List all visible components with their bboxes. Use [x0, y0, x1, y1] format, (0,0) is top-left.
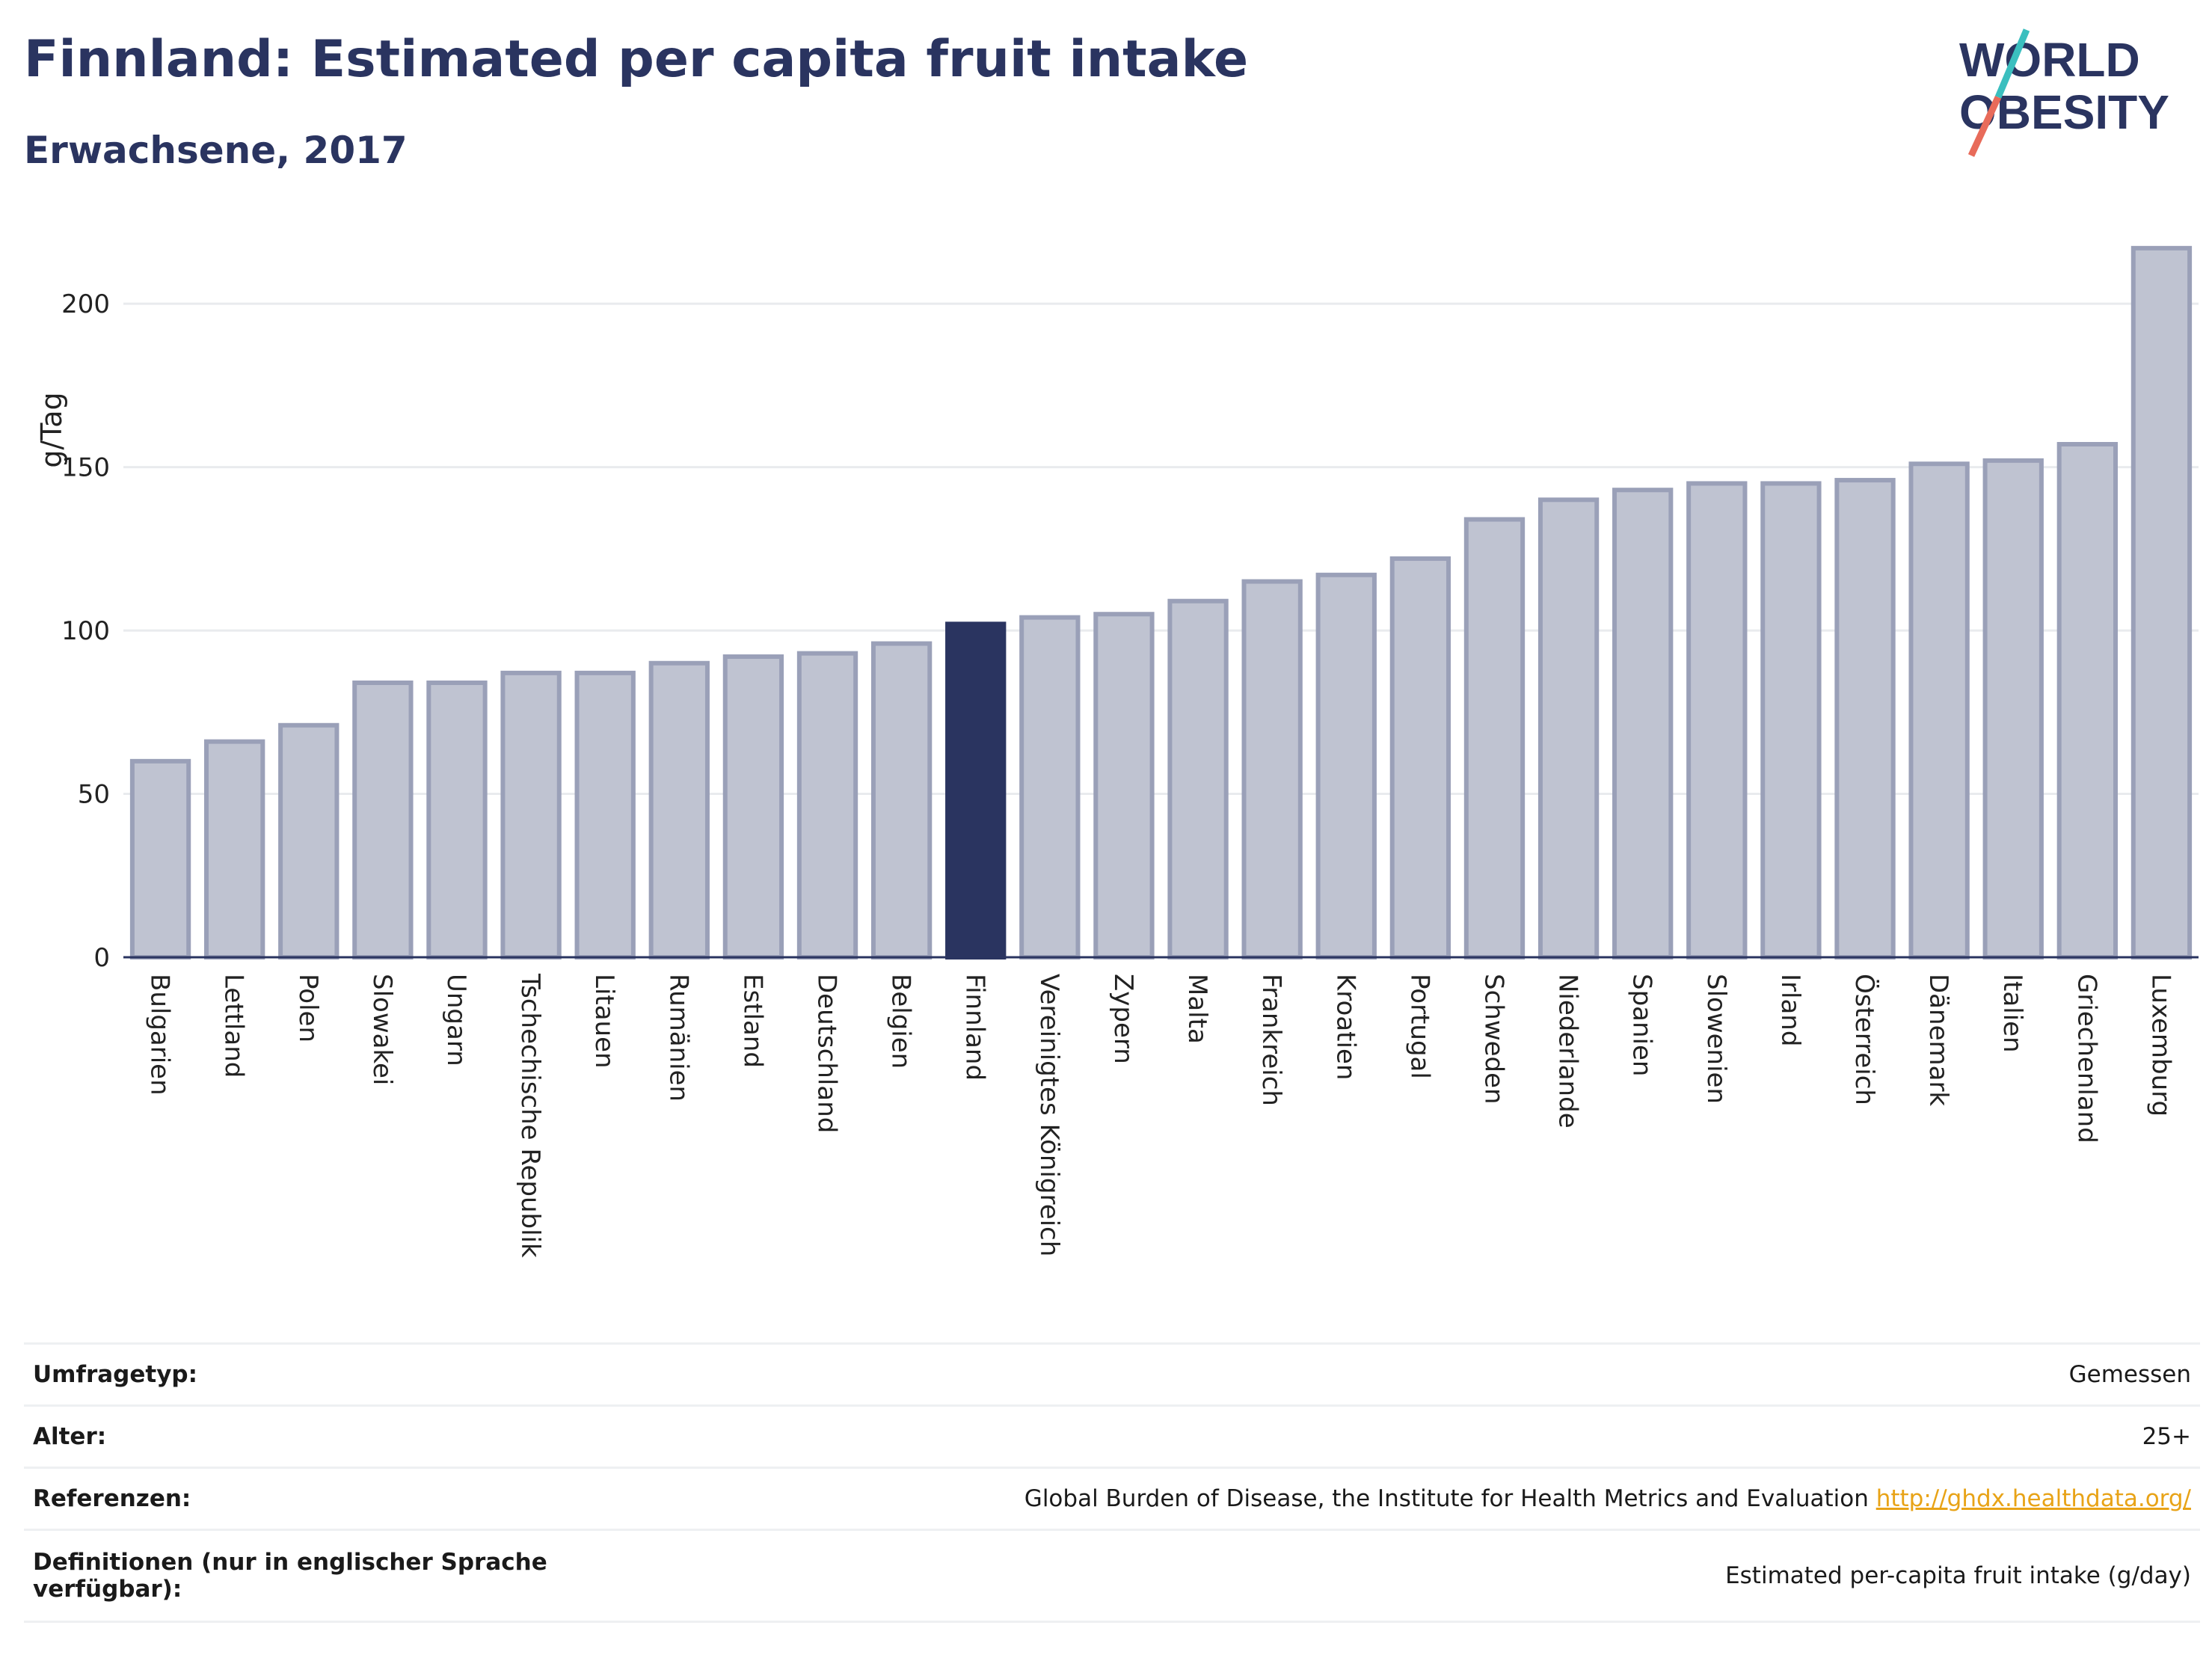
bar [1537, 497, 1600, 959]
info-value: Estimated per-capita fruit intake (g/day… [580, 1529, 2200, 1623]
info-key: Definitionen (nur in englischer Sprache … [24, 1529, 580, 1623]
x-tick-label: Ungarn [441, 974, 471, 1066]
x-tick-label: Spanien [1627, 974, 1657, 1076]
x-tick-label: Luxemburg [2145, 974, 2175, 1117]
x-tick-label: Tschechische Republik [515, 973, 545, 1258]
reference-link[interactable]: http://ghdx.healthdata.org/ [1875, 1485, 2191, 1512]
bar [426, 680, 488, 959]
logo-slash-top [1994, 28, 2030, 99]
x-tick-label: Frankreich [1256, 974, 1286, 1106]
bar [2056, 442, 2118, 959]
logo-line1: WORLD [1959, 33, 2140, 87]
bar [722, 654, 784, 959]
x-tick-label: Belgien [886, 974, 916, 1069]
x-tick-label: Lettland [219, 974, 249, 1078]
bar [1241, 579, 1303, 959]
info-key: Alter: [24, 1404, 580, 1468]
bar [574, 670, 636, 959]
y-axis-label: g/Tag [35, 392, 68, 467]
bar [1686, 481, 1748, 959]
x-tick-label: Malta [1182, 974, 1212, 1044]
bar [1315, 572, 1377, 960]
info-row-definitions: Definitionen (nur in englischer Sprache … [24, 1529, 2200, 1623]
bar [796, 651, 858, 959]
x-tick-label: Slowakei [367, 974, 397, 1085]
info-row-age: Alter: 25+ [24, 1404, 2200, 1468]
bar-highlighted [945, 621, 1007, 960]
info-value: 25+ [580, 1404, 2200, 1468]
bar [1834, 478, 1896, 959]
bar [1982, 458, 2044, 959]
x-tick-label: Vereinigtes Königreich [1034, 974, 1064, 1256]
bar [500, 670, 562, 959]
x-tick-label: Slowenien [1701, 974, 1731, 1104]
x-tick-label: Deutschland [812, 974, 842, 1133]
bar [648, 660, 710, 960]
bars [129, 245, 2193, 960]
x-tick-label: Dänemark [1923, 974, 1953, 1106]
x-tick-label: Estland [737, 974, 767, 1068]
x-tick-label: Rumänien [663, 974, 693, 1102]
bar [2130, 245, 2193, 959]
x-tick-label: Finnland [960, 974, 990, 1081]
y-tick-label: 0 [93, 943, 110, 973]
x-axis-labels: Bulgarien Lettland Polen Slowakei Ungarn Tsch… [145, 973, 2176, 1258]
x-tick-label: Schweden [1478, 974, 1508, 1105]
y-axis-ticks: 0 50 100 150 200 [61, 289, 110, 973]
x-tick-label: Griechenland [2071, 974, 2101, 1143]
x-tick-label: Kroatien [1330, 974, 1360, 1080]
info-row-references: Referenzen: Global Burden of Disease, th… [24, 1467, 2200, 1530]
bar [204, 739, 265, 960]
info-key: Referenzen: [24, 1467, 580, 1530]
bar [1389, 556, 1451, 959]
x-tick-label: Niederlande [1553, 974, 1583, 1129]
bar [870, 641, 933, 959]
chart-subtitle: Erwachsene, 2017 [24, 129, 408, 172]
bar [1612, 488, 1674, 959]
x-tick-label: Österreich [1849, 974, 1880, 1105]
y-tick-label: 150 [61, 453, 110, 483]
bar-chart: 0 50 100 150 200 Bulgarien Lettland Polen Slowa… [35, 245, 2199, 1258]
x-tick-label: Zypern [1108, 974, 1138, 1064]
x-tick-label: Polen [293, 974, 323, 1043]
x-tick-label: Bulgarien [145, 974, 175, 1096]
y-tick-label: 50 [78, 780, 110, 810]
x-tick-label: Irland [1775, 974, 1805, 1046]
x-tick-label: Litauen [589, 974, 619, 1069]
bar [1019, 615, 1081, 959]
bar [1908, 461, 1970, 959]
bar [1463, 517, 1526, 959]
info-key: Umfragetyp: [24, 1342, 580, 1406]
chart-title: Finnland: Estimated per capita fruit int… [24, 30, 1249, 89]
world-obesity-logo: WORLD OBESITY [1959, 28, 2169, 157]
x-tick-label: Portugal [1404, 974, 1434, 1079]
y-tick-label: 200 [61, 289, 110, 319]
bar [129, 758, 191, 959]
bar [1760, 481, 1822, 959]
info-value: Global Burden of Disease, the Institute … [580, 1467, 2200, 1530]
bar [352, 680, 414, 959]
bar [278, 722, 340, 959]
reference-text: Global Burden of Disease, the Institute … [1024, 1485, 1869, 1512]
info-value: Gemessen [580, 1342, 2200, 1406]
bar [1167, 598, 1229, 959]
y-tick-label: 100 [61, 616, 110, 646]
info-row-survey-type: Umfragetyp: Gemessen [24, 1342, 2200, 1406]
logo-slash-bottom [1967, 96, 2002, 157]
x-tick-label: Italien [1997, 974, 2027, 1053]
bar [1093, 612, 1155, 959]
info-table: Umfragetyp: Gemessen Alter: 25+ Referenz… [24, 1342, 2200, 1623]
